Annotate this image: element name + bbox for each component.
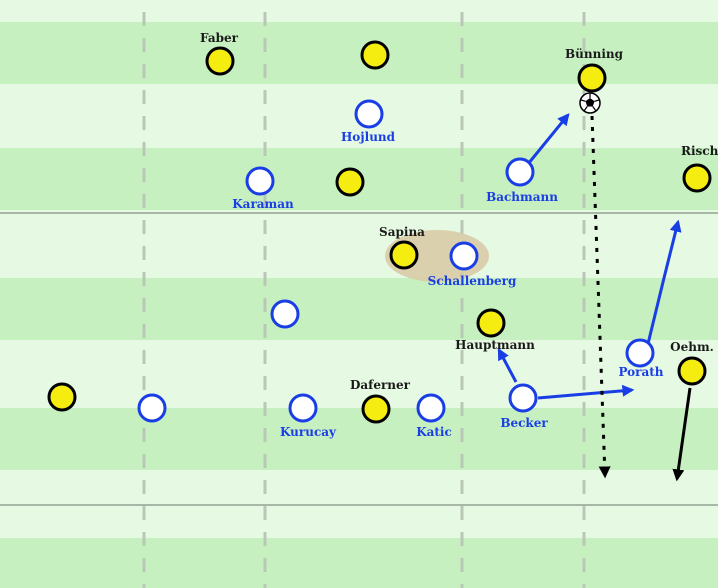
label-sapina: Sapina: [379, 225, 425, 239]
player-hojlund: [354, 99, 384, 129]
arrow-bachmann-run: [526, 113, 570, 165]
label-karaman: Karaman: [232, 197, 294, 211]
movement-arrows: [497, 113, 692, 482]
player-oehm: [677, 356, 707, 386]
arrow-risch-run: [644, 219, 682, 353]
arrow-ball-pass: [590, 115, 611, 479]
arrow-becker-to-hauptmann: [497, 347, 518, 383]
label-schallenberg: Schallenberg: [428, 274, 517, 288]
player-blue-mid-left: [270, 299, 300, 329]
label-bunning: Bünning: [565, 47, 624, 61]
football-icon: [579, 92, 601, 114]
label-hojlund: Hojlund: [341, 130, 396, 144]
player-yellow-top-center: [360, 40, 390, 70]
player-karaman: [245, 166, 275, 196]
player-katic: [416, 393, 446, 423]
label-oehm: Oehm.: [670, 340, 714, 354]
player-sapina: [389, 240, 419, 270]
players: [47, 40, 712, 424]
label-faber: Faber: [200, 31, 239, 45]
player-kurucay: [288, 393, 318, 423]
player-labels: Faber Bünning Risch Sapina Hauptmann Oeh…: [200, 31, 718, 439]
player-schallenberg: [449, 241, 479, 271]
arrow-becker-to-porath: [537, 384, 635, 400]
player-hauptmann: [476, 308, 506, 338]
arrow-oehm-run: [672, 387, 692, 482]
player-risch: [682, 163, 712, 193]
label-bachmann: Bachmann: [486, 190, 558, 204]
player-blue-far-left: [137, 393, 167, 423]
player-yellow-left-mid: [335, 167, 365, 197]
label-kurucay: Kurucay: [280, 425, 337, 439]
label-daferner: Daferner: [350, 378, 411, 392]
player-becker: [508, 383, 538, 413]
label-porath: Porath: [618, 365, 663, 379]
player-bachmann: [505, 157, 535, 187]
player-yellow-far-left: [47, 382, 77, 412]
player-porath: [625, 338, 655, 368]
label-becker: Becker: [500, 416, 548, 430]
label-hauptmann: Hauptmann: [455, 338, 535, 352]
label-katic: Katic: [416, 425, 452, 439]
label-risch: Risch: [681, 144, 718, 158]
player-faber: [205, 46, 235, 76]
zone-guides: [142, 12, 586, 588]
player-bunning: [577, 63, 607, 93]
player-daferner: [361, 394, 391, 424]
